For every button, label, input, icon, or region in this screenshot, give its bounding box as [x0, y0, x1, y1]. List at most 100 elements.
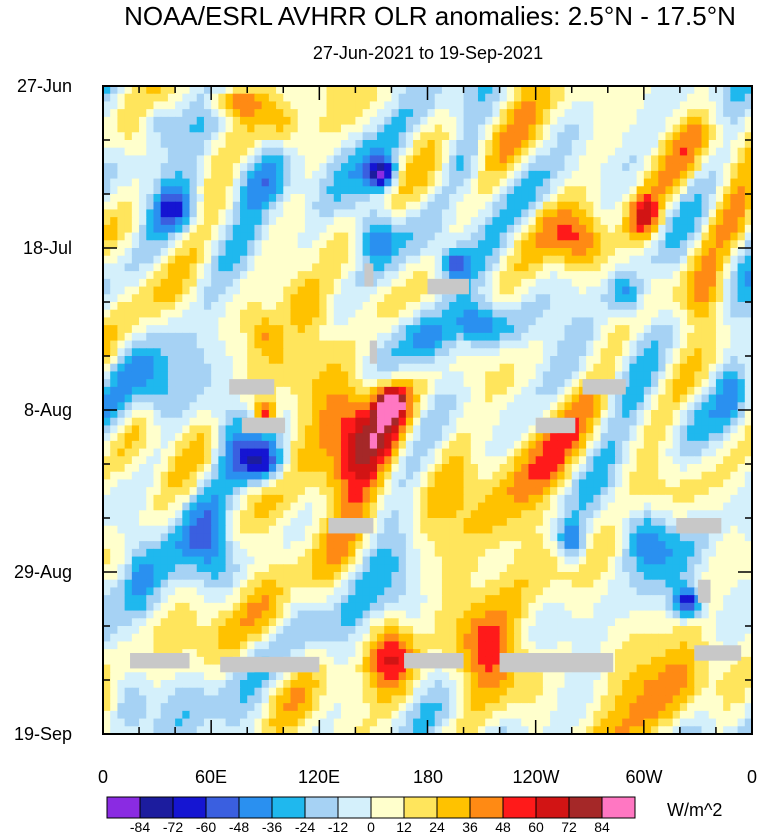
anomaly-cell — [225, 255, 234, 265]
anomaly-cell — [528, 224, 537, 234]
anomaly-cell — [622, 232, 631, 241]
anomaly-cell — [607, 86, 616, 95]
anomaly-cell — [550, 93, 558, 103]
anomaly-cell — [268, 479, 277, 488]
anomaly-cell — [564, 116, 573, 126]
anomaly-cell — [319, 132, 328, 141]
anomaly-cell — [629, 394, 638, 403]
anomaly-cell — [578, 464, 587, 473]
anomaly-cell — [196, 232, 205, 241]
anomaly-cell — [578, 132, 587, 141]
anomaly-cell — [167, 479, 176, 488]
anomaly-cell — [398, 278, 407, 288]
anomaly-cell — [160, 386, 169, 396]
anomaly-cell — [312, 263, 320, 272]
anomaly-cell — [506, 317, 515, 326]
anomaly-cell — [340, 479, 349, 488]
anomaly-cell — [312, 278, 320, 288]
anomaly-cell — [196, 116, 205, 126]
anomaly-cell — [485, 232, 493, 241]
anomaly-cell — [369, 294, 378, 303]
anomaly-cell — [340, 386, 349, 396]
anomaly-cell — [326, 140, 335, 149]
anomaly-cell — [203, 86, 212, 95]
anomaly-cell — [535, 502, 544, 511]
anomaly-cell — [643, 286, 652, 295]
anomaly-cell — [391, 433, 400, 442]
anomaly-cell — [398, 232, 407, 241]
anomaly-cell — [211, 494, 219, 504]
anomaly-cell — [485, 155, 493, 164]
anomaly-cell — [384, 86, 393, 95]
anomaly-cell — [701, 93, 710, 103]
anomaly-cell — [557, 502, 566, 511]
anomaly-cell — [139, 194, 147, 203]
anomaly-cell — [420, 93, 429, 103]
anomaly-cell — [744, 363, 753, 373]
anomaly-cell — [593, 255, 602, 265]
anomaly-cell — [124, 194, 133, 203]
anomaly-cell — [521, 240, 530, 249]
anomaly-cell — [463, 363, 472, 373]
anomaly-cell — [369, 425, 378, 434]
anomaly-cell — [679, 487, 688, 496]
anomaly-cell — [261, 124, 270, 133]
anomaly-cell — [369, 302, 378, 311]
anomaly-cell — [384, 410, 393, 419]
anomaly-cell — [629, 217, 638, 226]
anomaly-cell — [225, 494, 234, 504]
anomaly-cell — [304, 394, 313, 403]
anomaly-cell — [110, 286, 119, 295]
anomaly-cell — [723, 386, 731, 396]
anomaly-cell — [593, 294, 602, 303]
anomaly-cell — [477, 363, 486, 373]
anomaly-cell — [225, 340, 234, 349]
anomaly-cell — [550, 433, 558, 442]
anomaly-cell — [405, 440, 414, 450]
anomaly-cell — [701, 255, 710, 265]
anomaly-cell — [261, 155, 270, 164]
anomaly-cell — [521, 494, 530, 504]
anomaly-cell — [247, 448, 256, 457]
anomaly-cell — [622, 132, 631, 141]
anomaly-cell — [708, 456, 717, 465]
anomaly-cell — [103, 510, 111, 519]
anomaly-cell — [485, 340, 493, 349]
anomaly-cell — [290, 363, 299, 373]
anomaly-cell — [441, 186, 450, 195]
anomaly-cell — [333, 309, 342, 319]
anomaly-cell — [398, 332, 407, 342]
anomaly-cell — [586, 93, 594, 103]
anomaly-cell — [723, 93, 731, 103]
anomaly-cell — [492, 356, 501, 365]
anomaly-cell — [153, 356, 162, 365]
anomaly-cell — [196, 410, 205, 419]
anomaly-cell — [110, 379, 119, 388]
anomaly-cell — [333, 140, 342, 149]
anomaly-cell — [240, 209, 248, 218]
anomaly-cell — [629, 240, 638, 249]
anomaly-cell — [744, 417, 753, 427]
anomaly-cell — [687, 124, 695, 133]
anomaly-cell — [449, 448, 457, 457]
anomaly-cell — [124, 278, 133, 288]
anomaly-cell — [665, 309, 674, 319]
anomaly-cell — [261, 456, 270, 465]
anomaly-cell — [340, 201, 349, 211]
anomaly-cell — [247, 132, 256, 141]
anomaly-cell — [499, 86, 508, 95]
anomaly-cell — [665, 163, 674, 172]
anomaly-cell — [542, 147, 551, 157]
anomaly-cell — [355, 93, 364, 103]
anomaly-cell — [175, 124, 183, 133]
anomaly-cell — [369, 140, 378, 149]
anomaly-cell — [232, 425, 241, 434]
anomaly-cell — [153, 178, 162, 187]
anomaly-cell — [600, 371, 609, 380]
anomaly-cell — [261, 194, 270, 203]
anomaly-cell — [506, 86, 515, 95]
anomaly-cell — [167, 101, 176, 110]
anomaly-cell — [607, 410, 616, 419]
anomaly-cell — [715, 170, 724, 180]
anomaly-cell — [477, 194, 486, 203]
